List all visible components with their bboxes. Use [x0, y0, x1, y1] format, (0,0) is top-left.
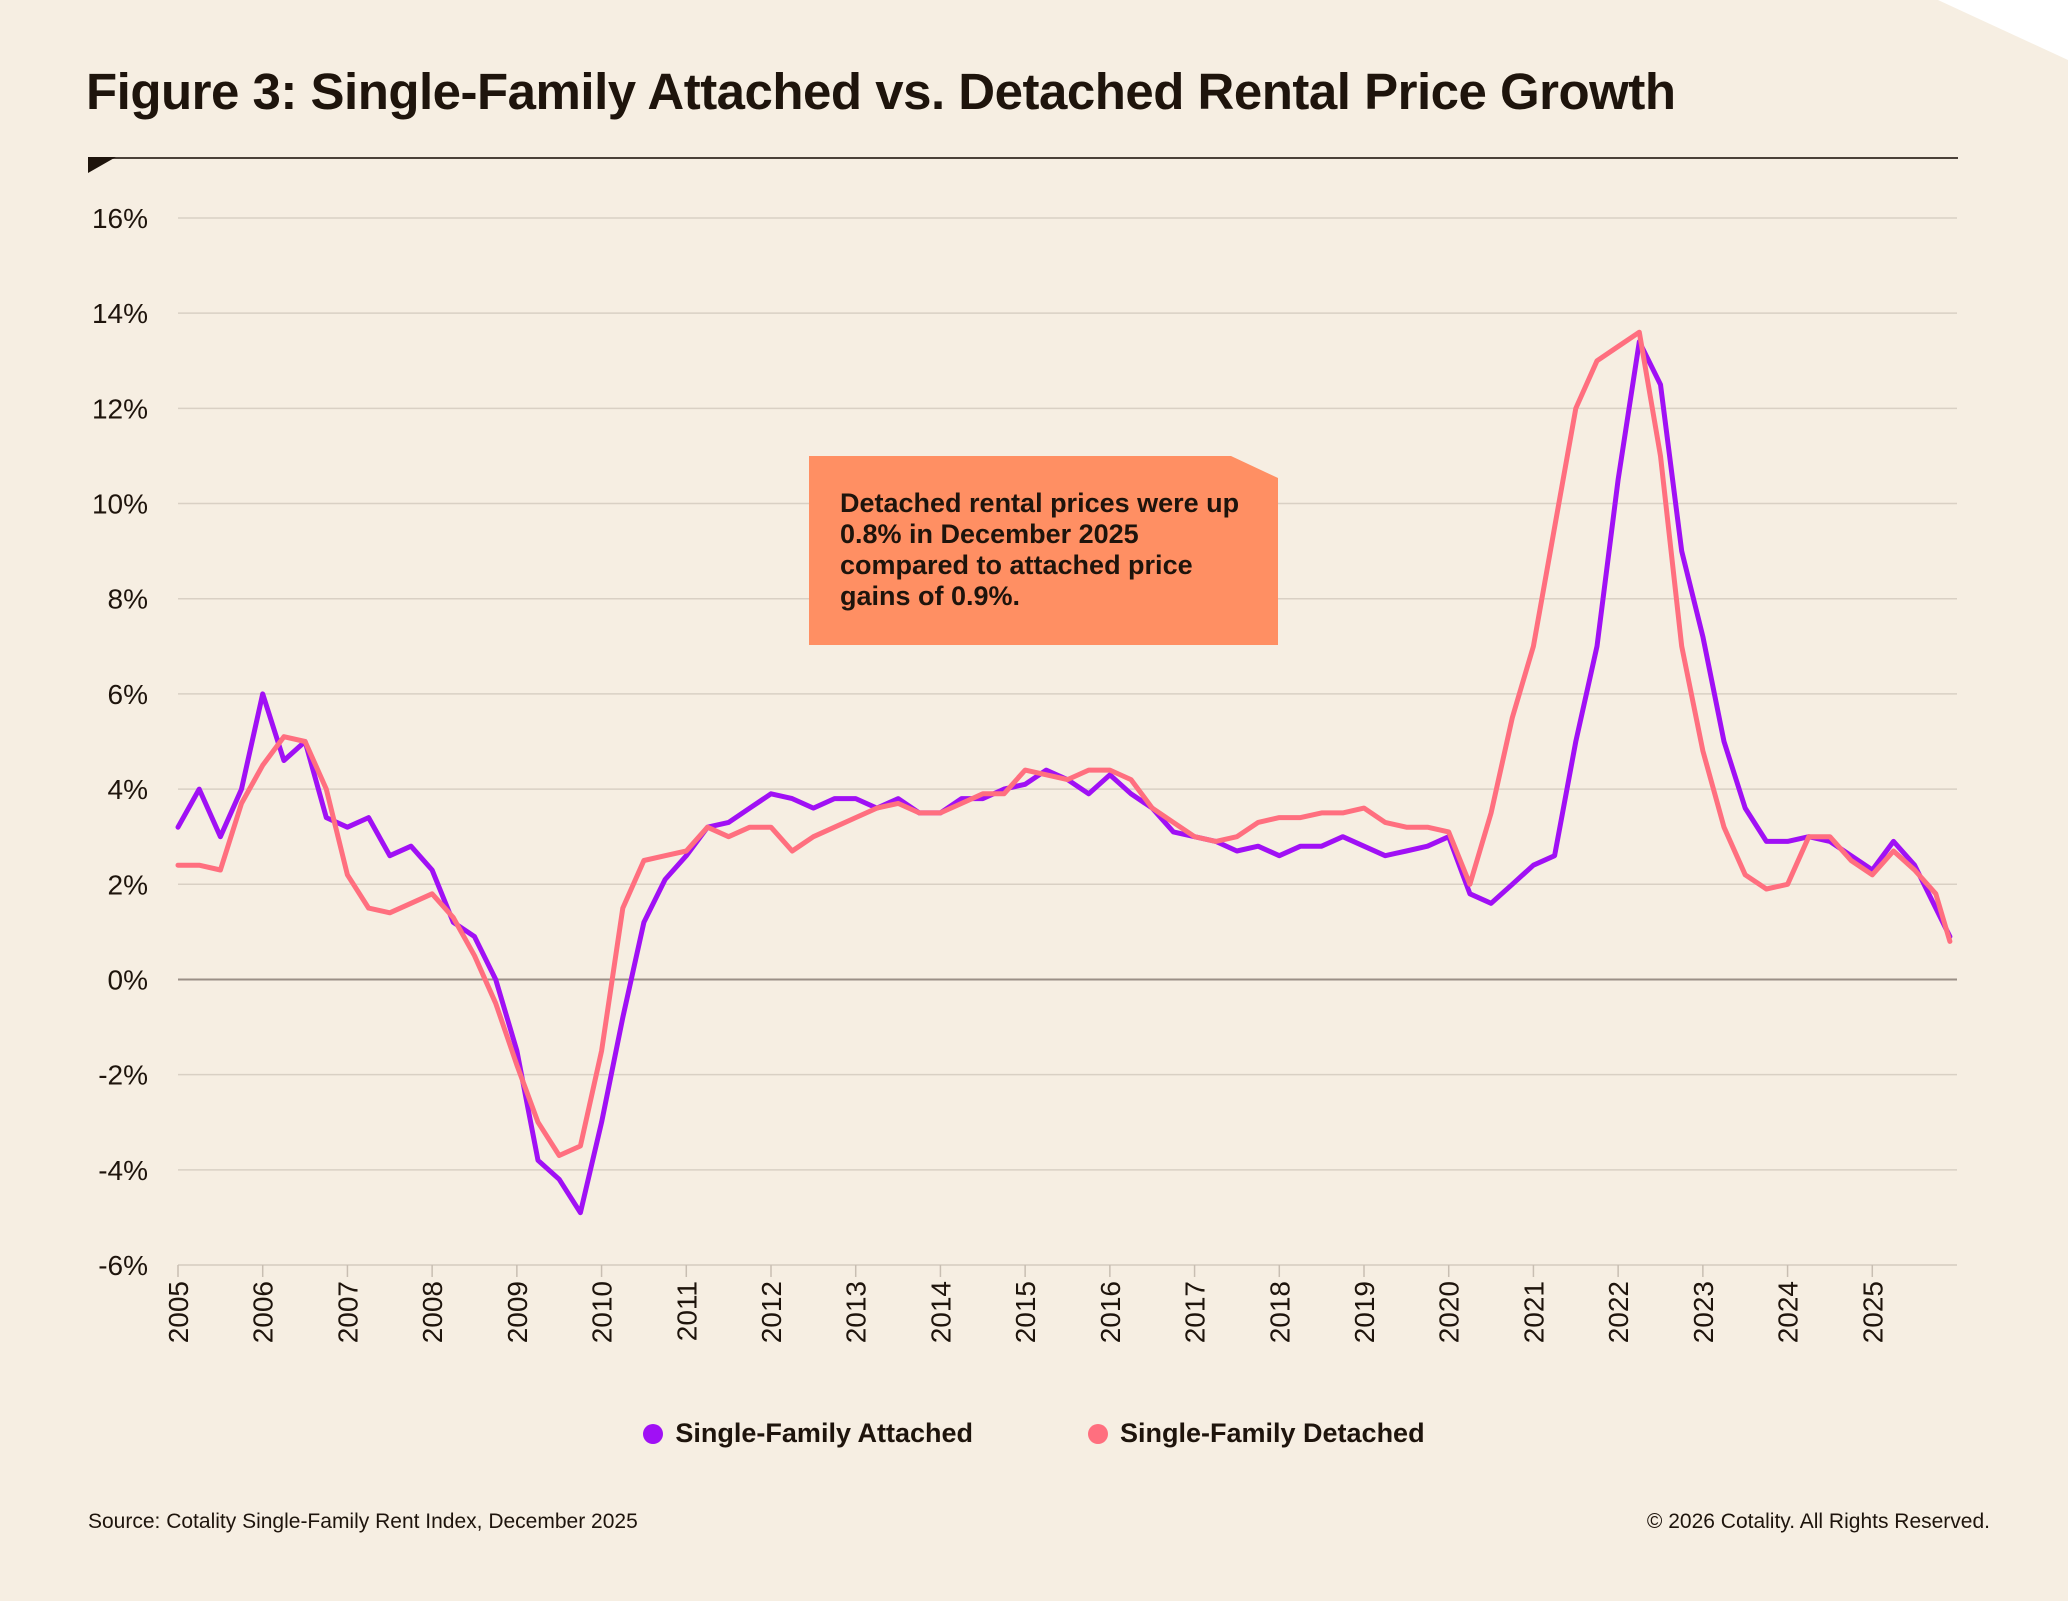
- x-tick-label: 2017: [1180, 1281, 1211, 1343]
- x-tick-label: 2005: [163, 1281, 194, 1343]
- x-tick-label: 2011: [671, 1281, 702, 1341]
- source-note: Source: Cotality Single-Family Rent Inde…: [88, 1510, 638, 1533]
- y-axis-labels: -6% -4% -2% 0% 2% 4% 6% 8% 10% 12% 14% 16%: [92, 203, 148, 1281]
- x-axis-labels: 2005 2006 2007 2008 2009 2010 2011 2012 2013 2014…: [163, 1281, 1888, 1343]
- x-tick-label: 2022: [1603, 1281, 1634, 1343]
- legend-dot-attached: [643, 1423, 664, 1444]
- chart-title: Figure 3: Single-Family Attached vs. Det…: [86, 63, 1676, 120]
- x-tick-label: 2009: [502, 1281, 533, 1343]
- y-tick-label: 6%: [108, 679, 148, 710]
- legend-label-attached: Single-Family Attached: [675, 1418, 973, 1448]
- x-tick-label: 2016: [1095, 1281, 1126, 1343]
- x-tick-label: 2015: [1010, 1281, 1041, 1343]
- x-tick-label: 2014: [925, 1281, 956, 1343]
- callout-annotation: Detached rental prices were up 0.8% in D…: [809, 456, 1278, 645]
- y-tick-label: 10%: [92, 489, 148, 520]
- series-line-detached: [175, 329, 1953, 1158]
- x-tick-label: 2025: [1857, 1281, 1888, 1343]
- x-tick-label: 2019: [1349, 1281, 1380, 1343]
- legend-item-detached: Single-Family Detached: [1087, 1418, 1425, 1449]
- grid-lines: [177, 217, 1957, 1277]
- x-tick-label: 2018: [1264, 1281, 1295, 1343]
- x-tick-label: 2023: [1688, 1281, 1719, 1343]
- y-tick-label: 8%: [108, 584, 148, 615]
- legend-label-detached: Single-Family Detached: [1119, 1418, 1425, 1448]
- x-tick-label: 2007: [332, 1281, 363, 1343]
- y-tick-label: 2%: [108, 869, 148, 900]
- series-lines: [175, 329, 1953, 1216]
- x-tick-label: 2008: [417, 1281, 448, 1343]
- legend-item-attached: Single-Family Attached: [643, 1418, 973, 1449]
- x-tick-label: 2006: [248, 1281, 279, 1343]
- y-tick-label: 12%: [92, 393, 148, 424]
- x-tick-label: 2010: [587, 1281, 618, 1343]
- page-corner: [1938, 0, 2068, 60]
- y-tick-label: -2%: [98, 1060, 148, 1091]
- y-tick-label: 0%: [108, 964, 148, 995]
- rule-marker: [88, 157, 116, 173]
- y-tick-label: 14%: [92, 298, 148, 329]
- legend-dot-detached: [1087, 1423, 1108, 1444]
- y-tick-label: 16%: [92, 203, 148, 234]
- y-tick-label: -6%: [98, 1250, 148, 1281]
- x-tick-label: 2021: [1518, 1281, 1549, 1343]
- x-tick-label: 2024: [1773, 1281, 1804, 1343]
- x-tick-label: 2013: [841, 1281, 872, 1343]
- y-tick-label: 4%: [108, 774, 148, 805]
- legend: Single-Family Attached Single-Family Det…: [0, 1418, 2068, 1449]
- x-tick-label: 2020: [1434, 1281, 1465, 1343]
- copyright-note: © 2026 Cotality. All Rights Reserved.: [1646, 1510, 1990, 1533]
- x-tick-label: 2012: [756, 1281, 787, 1343]
- title-rule: [88, 157, 1958, 159]
- y-tick-label: -4%: [98, 1155, 148, 1186]
